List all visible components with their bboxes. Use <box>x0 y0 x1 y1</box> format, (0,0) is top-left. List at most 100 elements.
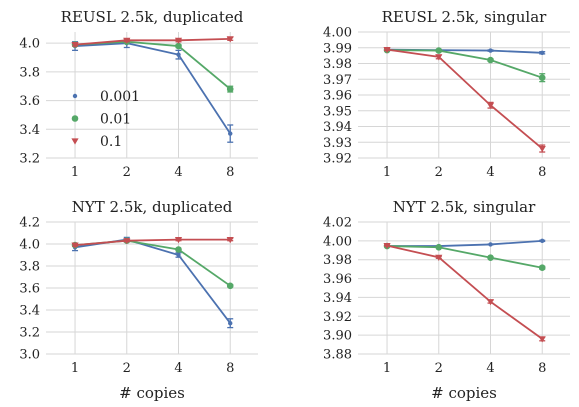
y-tick-label: 3.4 <box>19 304 40 319</box>
y-tick-label: 3.97 <box>323 73 352 88</box>
chart-panel-3: 3.0 3.2 3.4 3.6 3.8 4.0 4.2 1 2 4 8 NYT 2.5k, dupli… <box>19 198 258 376</box>
chart-title: REUSL 2.5k, duplicated <box>61 8 244 26</box>
chart-title: NYT 2.5k, duplicated <box>72 198 233 216</box>
y-tick-label: 3.96 <box>323 89 352 104</box>
data-point <box>540 50 545 55</box>
series-0.01 <box>71 38 234 93</box>
x-tick-label: 1 <box>71 165 79 180</box>
data-point <box>175 246 182 253</box>
y-tick-label: 3.96 <box>323 272 352 287</box>
data-point <box>488 48 493 53</box>
series-0.001 <box>72 236 234 329</box>
legend-label: 0.01 <box>100 112 131 128</box>
data-point <box>538 74 546 81</box>
x-tick-label: 2 <box>123 361 131 376</box>
y-tick-label: 3.95 <box>323 104 352 119</box>
y-tick-label: 3.99 <box>323 41 352 56</box>
data-point <box>487 56 494 64</box>
legend: 0.001 0.01 0.1 <box>71 89 140 150</box>
x-tick-label: 8 <box>226 165 234 180</box>
series-0.01 <box>71 237 234 290</box>
data-point <box>123 238 131 245</box>
y-tick-label: 3.94 <box>323 291 352 306</box>
data-point <box>435 54 443 61</box>
series-0.001 <box>384 47 546 55</box>
x-tick-label: 2 <box>435 361 443 376</box>
x-tick-label: 4 <box>486 361 494 376</box>
chart-panel-2: 3.923.933.943.953.963.973.983.994.00 1 2 4 8… <box>323 8 570 180</box>
x-axis-label: # copies <box>119 384 185 402</box>
y-tick-label: 3.93 <box>323 136 352 151</box>
x-tick-label: 4 <box>174 165 182 180</box>
y-tick-label: 4.0 <box>19 238 40 253</box>
series-line <box>74 37 231 46</box>
data-point <box>538 264 546 272</box>
data-point <box>383 47 391 54</box>
data-point <box>435 254 443 261</box>
legend-marker <box>71 138 79 145</box>
data-point <box>226 282 234 290</box>
data-point <box>487 254 494 261</box>
y-tick-label: 3.4 <box>19 123 40 138</box>
data-point <box>228 131 233 136</box>
legend-marker <box>71 115 79 122</box>
x-tick-label: 8 <box>538 165 546 180</box>
data-point <box>488 242 493 247</box>
data-point <box>538 145 546 153</box>
data-point <box>71 242 79 249</box>
y-tick-label: 3.90 <box>323 329 352 344</box>
x-axis-label: # copies <box>431 384 497 402</box>
series-line <box>74 238 231 324</box>
data-point <box>176 252 181 258</box>
x-tick-label: 4 <box>174 361 182 376</box>
data-point <box>383 242 391 250</box>
y-tick-label: 4.00 <box>323 26 352 41</box>
data-point <box>540 238 545 244</box>
chart-title: NYT 2.5k, singular <box>393 198 536 216</box>
y-tick-label: 3.92 <box>323 310 352 325</box>
legend-marker <box>72 93 78 99</box>
y-tick-label: 4.00 <box>323 234 352 249</box>
x-tick-label: 1 <box>383 361 391 376</box>
legend-label: 0.1 <box>100 134 122 150</box>
series-0.01 <box>383 242 546 272</box>
series-line <box>387 245 543 269</box>
y-tick-label: 4.02 <box>323 216 352 231</box>
series-0.001 <box>72 38 234 143</box>
x-tick-label: 2 <box>123 165 131 180</box>
series-line <box>387 239 543 247</box>
x-tick-label: 2 <box>435 165 443 180</box>
y-tick-label: 3.92 <box>323 152 352 167</box>
y-tick-label: 4.0 <box>19 37 40 52</box>
y-tick-label: 3.8 <box>19 65 40 80</box>
data-point <box>175 42 182 50</box>
series-line <box>74 42 231 135</box>
series-line <box>386 48 543 150</box>
series-0.1 <box>383 47 546 153</box>
data-point <box>176 52 181 57</box>
data-point <box>123 37 131 44</box>
chart-title: REUSL 2.5k, singular <box>382 8 548 26</box>
series-line <box>386 244 543 340</box>
data-point <box>486 102 495 109</box>
data-point <box>228 321 233 326</box>
x-tick-label: 1 <box>71 361 79 376</box>
data-point <box>174 37 183 44</box>
y-tick-label: 3.2 <box>19 152 40 167</box>
x-tick-label: 8 <box>226 361 234 376</box>
data-point <box>486 299 495 306</box>
y-tick-label: 3.88 <box>323 348 352 363</box>
x-tick-label: 1 <box>383 165 391 180</box>
series-0.1 <box>71 36 234 49</box>
y-tick-label: 4.2 <box>19 216 40 231</box>
x-tick-label: 8 <box>538 361 546 376</box>
data-point <box>435 47 443 54</box>
series-0.1 <box>383 242 546 343</box>
y-tick-label: 3.0 <box>19 348 40 363</box>
data-point <box>226 36 234 43</box>
y-tick-label: 3.6 <box>19 94 40 109</box>
legend-label: 0.001 <box>100 89 140 105</box>
data-point <box>538 336 546 343</box>
data-point <box>174 237 183 244</box>
